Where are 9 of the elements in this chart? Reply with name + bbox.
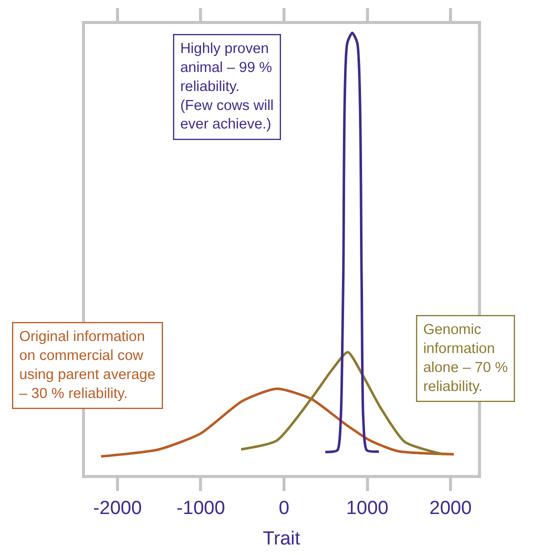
x-tick-label: 0 bbox=[278, 498, 290, 519]
x-tick-label: 1000 bbox=[346, 498, 388, 519]
x-tick-label: -1000 bbox=[176, 498, 226, 519]
x-axis-title: Trait bbox=[262, 528, 301, 550]
x-tick-label: -2000 bbox=[93, 498, 142, 519]
x-tick-label: 2000 bbox=[429, 498, 472, 519]
annotation: Original information on commercial cow using parent average – 30 % reliability. bbox=[19, 329, 156, 402]
annotation: Highly proven animal – 99 % reliability. (Few cows will ever achieve.) bbox=[180, 41, 274, 133]
annotation: Genomic information alone – 70 % reliability. bbox=[423, 322, 508, 395]
